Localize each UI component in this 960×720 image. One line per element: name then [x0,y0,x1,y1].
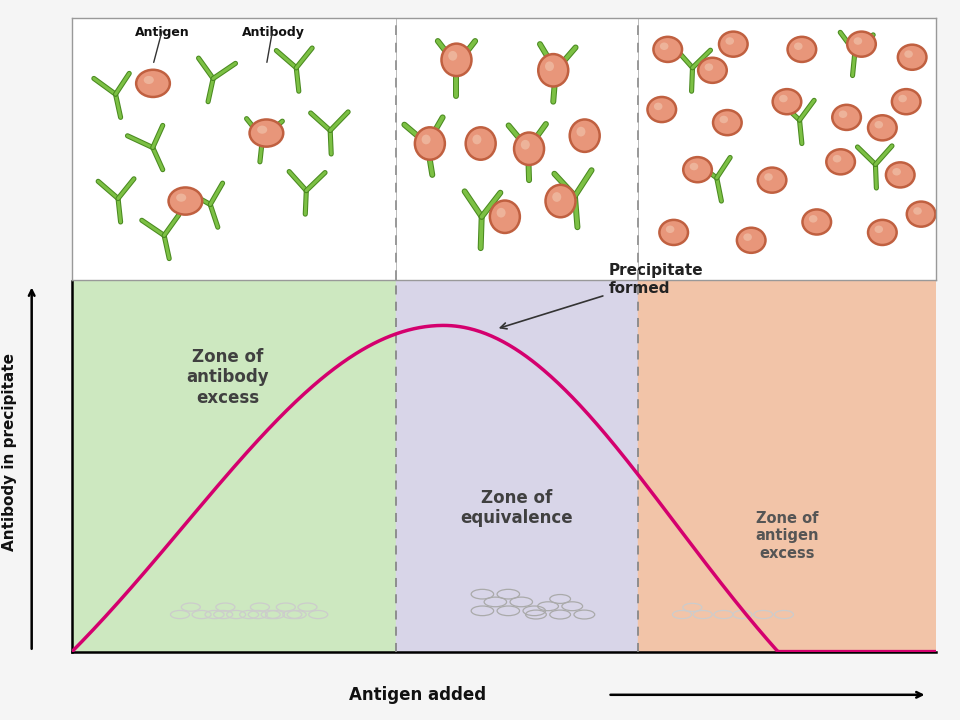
Circle shape [176,194,186,202]
Circle shape [654,37,682,62]
Circle shape [684,157,712,182]
Circle shape [904,50,913,58]
Circle shape [514,132,544,165]
Circle shape [654,103,662,110]
Text: Antibody: Antibody [242,26,304,39]
Circle shape [875,225,883,233]
Text: Precipitate
formed: Precipitate formed [500,264,703,329]
Circle shape [780,95,787,102]
Circle shape [898,45,926,70]
Circle shape [809,215,818,222]
Circle shape [545,61,554,71]
Text: Antibody in precipitate: Antibody in precipitate [2,353,17,551]
Circle shape [832,155,841,163]
Circle shape [666,225,675,233]
Circle shape [757,168,786,193]
Circle shape [893,168,900,176]
Circle shape [886,162,915,187]
Bar [396,281,638,652]
Circle shape [839,110,848,118]
Circle shape [913,207,922,215]
Circle shape [169,187,203,215]
Circle shape [689,163,698,171]
Circle shape [576,127,586,137]
Circle shape [448,51,457,60]
Circle shape [647,97,676,122]
Circle shape [698,58,727,83]
Circle shape [787,37,816,62]
Circle shape [847,32,876,57]
Circle shape [907,202,935,227]
Circle shape [144,76,154,84]
Circle shape [853,37,862,45]
Circle shape [827,149,855,174]
Circle shape [737,228,765,253]
Circle shape [421,135,431,144]
Circle shape [250,120,283,147]
Circle shape [569,120,600,152]
Circle shape [719,116,728,123]
Text: Zone of
antigen
excess: Zone of antigen excess [756,510,819,561]
Circle shape [496,208,506,217]
Circle shape [705,63,713,71]
Circle shape [892,89,921,114]
Circle shape [136,70,170,97]
Circle shape [472,135,481,144]
Circle shape [466,127,495,160]
Text: Zone of
equivalence: Zone of equivalence [461,488,573,527]
Circle shape [539,54,568,86]
Circle shape [726,37,734,45]
Circle shape [868,220,897,245]
Circle shape [545,185,575,217]
Circle shape [521,140,530,150]
Circle shape [442,44,471,76]
Bar [638,281,936,652]
Circle shape [899,95,907,102]
Text: Antigen added: Antigen added [349,685,486,704]
Circle shape [719,32,748,57]
Circle shape [743,233,752,241]
Circle shape [773,89,802,114]
Circle shape [660,42,668,50]
Circle shape [868,115,897,140]
Circle shape [490,201,520,233]
Circle shape [794,42,803,50]
Circle shape [257,125,267,134]
Circle shape [713,110,742,135]
Circle shape [803,210,831,235]
Text: Antigen: Antigen [135,26,190,39]
Circle shape [415,127,444,160]
Bar [72,281,396,652]
Circle shape [875,121,883,128]
Circle shape [832,105,861,130]
Circle shape [764,174,773,181]
Circle shape [660,220,688,245]
Text: Zone of
antibody
excess: Zone of antibody excess [186,348,269,408]
Circle shape [552,192,562,202]
